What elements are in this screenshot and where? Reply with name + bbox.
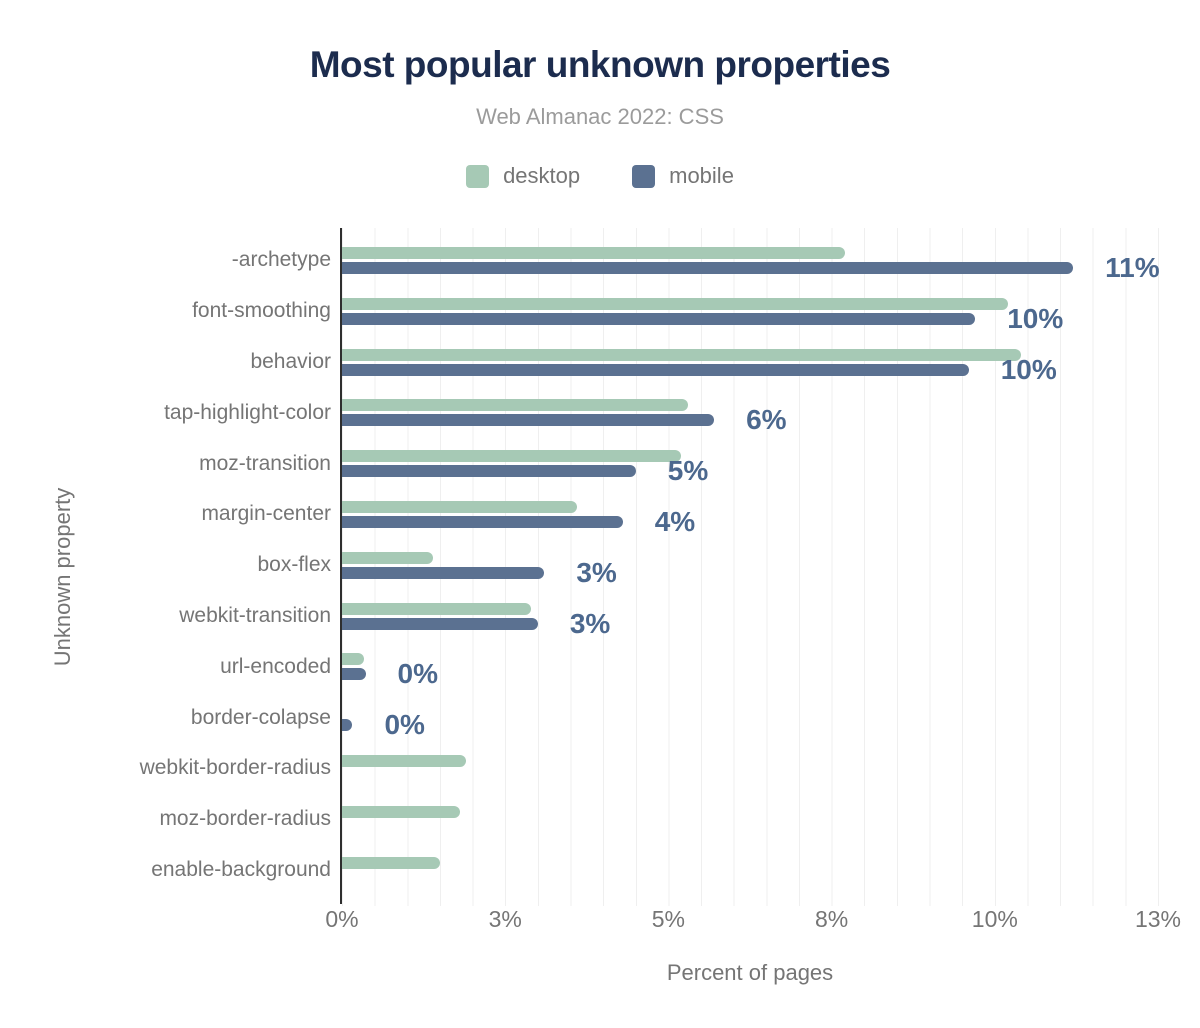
x-tick-label: 10% bbox=[971, 906, 1018, 932]
chart-row: box-flex 3% bbox=[257, 540, 1158, 591]
value-label: 3% bbox=[569, 607, 611, 639]
chart-row: moz-transition 5% bbox=[199, 438, 1158, 489]
bar-desktop bbox=[342, 450, 682, 463]
bar-mobile bbox=[342, 515, 623, 528]
value-label: 11% bbox=[1105, 252, 1160, 283]
bar-mobile bbox=[342, 719, 353, 732]
chart-title: Most popular unknown properties bbox=[309, 44, 891, 85]
value-label: 4% bbox=[654, 505, 696, 537]
category-label: url-encoded bbox=[220, 654, 331, 678]
chart-row: webkit-border-radius bbox=[140, 743, 1158, 794]
x-axis-tick-labels: 0% 3% 5% 8% 10% 13% bbox=[325, 906, 1181, 936]
x-tick-label: 3% bbox=[488, 906, 522, 932]
bar-desktop bbox=[342, 602, 532, 615]
bar-desktop bbox=[342, 500, 577, 513]
x-tick-label: 5% bbox=[651, 906, 686, 932]
value-label: 0% bbox=[384, 709, 425, 741]
bar-mobile bbox=[342, 363, 969, 376]
bar-desktop bbox=[342, 754, 467, 767]
chart-row: -archetype 11% bbox=[232, 235, 1160, 286]
category-label: box-flex bbox=[257, 553, 331, 577]
bar-desktop bbox=[342, 399, 688, 412]
category-label: font-smoothing bbox=[192, 299, 331, 323]
bar-desktop bbox=[342, 247, 845, 259]
category-label: enable-background bbox=[151, 857, 331, 881]
legend-label-desktop: desktop bbox=[503, 163, 581, 188]
bar-desktop bbox=[342, 653, 365, 666]
category-label: border-colapse bbox=[190, 705, 331, 729]
x-axis-title: Percent of pages bbox=[666, 960, 834, 985]
category-label: webkit-border-radius bbox=[139, 756, 331, 780]
chart-row: behavior 10% bbox=[250, 337, 1158, 388]
chart-row: webkit-transition 3% bbox=[179, 591, 1158, 642]
bar-desktop bbox=[342, 805, 460, 818]
chart-row: border-colapse 0% bbox=[191, 692, 1158, 743]
category-label: webkit-transition bbox=[179, 603, 331, 627]
bar-mobile bbox=[342, 668, 366, 681]
bar-mobile bbox=[342, 414, 715, 427]
value-label: 3% bbox=[576, 556, 617, 588]
chart-row: url-encoded 0% bbox=[220, 641, 1158, 692]
chart-row: moz-border-radius bbox=[159, 794, 1158, 845]
x-axis-tick-marks bbox=[342, 895, 1159, 906]
bar-desktop bbox=[342, 551, 434, 564]
plot-area: -archetype 11% font-smoothing 10% behavior 10… bbox=[140, 228, 1160, 896]
desktop-swatch-icon bbox=[466, 164, 490, 188]
bar-mobile bbox=[342, 312, 976, 325]
chart-subtitle: Web Almanac 2022: CSS bbox=[476, 104, 724, 129]
category-label: moz-transition bbox=[199, 451, 331, 475]
value-label: 5% bbox=[667, 455, 709, 487]
bar-desktop bbox=[342, 348, 1021, 361]
mobile-swatch-icon bbox=[632, 164, 656, 188]
category-label: tap-highlight-color bbox=[164, 400, 331, 424]
legend: desktop mobile bbox=[0, 163, 1200, 189]
legend-item-mobile: mobile bbox=[632, 163, 734, 189]
chart-row: tap-highlight-color 6% bbox=[164, 387, 1158, 438]
x-tick-label: 13% bbox=[1134, 906, 1182, 932]
x-tick-label: 0% bbox=[325, 906, 359, 932]
chart-row: enable-background bbox=[151, 845, 1158, 896]
rows: -archetype 11% font-smoothing 10% behavior 10… bbox=[140, 235, 1160, 896]
y-axis-title: Unknown property bbox=[50, 487, 75, 667]
category-label: behavior bbox=[250, 349, 331, 373]
legend-item-desktop: desktop bbox=[466, 163, 580, 189]
value-label: 10% bbox=[1007, 302, 1064, 334]
chart-row: font-smoothing 10% bbox=[192, 286, 1158, 337]
category-label: margin-center bbox=[201, 502, 331, 526]
bar-desktop bbox=[342, 297, 1008, 310]
bar-mobile bbox=[342, 262, 1074, 274]
legend-label-mobile: mobile bbox=[669, 163, 734, 188]
bar-mobile bbox=[342, 465, 636, 478]
value-label: 6% bbox=[746, 404, 787, 436]
x-tick-label: 8% bbox=[814, 906, 849, 932]
y-axis-line bbox=[340, 228, 342, 904]
bar-desktop bbox=[342, 856, 440, 869]
value-label: 10% bbox=[1000, 353, 1057, 385]
bar-mobile bbox=[342, 617, 538, 630]
chart-row: margin-center 4% bbox=[201, 489, 1158, 540]
category-label: -archetype bbox=[231, 248, 331, 272]
value-label: 0% bbox=[397, 658, 438, 690]
bar-mobile bbox=[342, 566, 545, 579]
category-label: moz-border-radius bbox=[159, 807, 331, 831]
